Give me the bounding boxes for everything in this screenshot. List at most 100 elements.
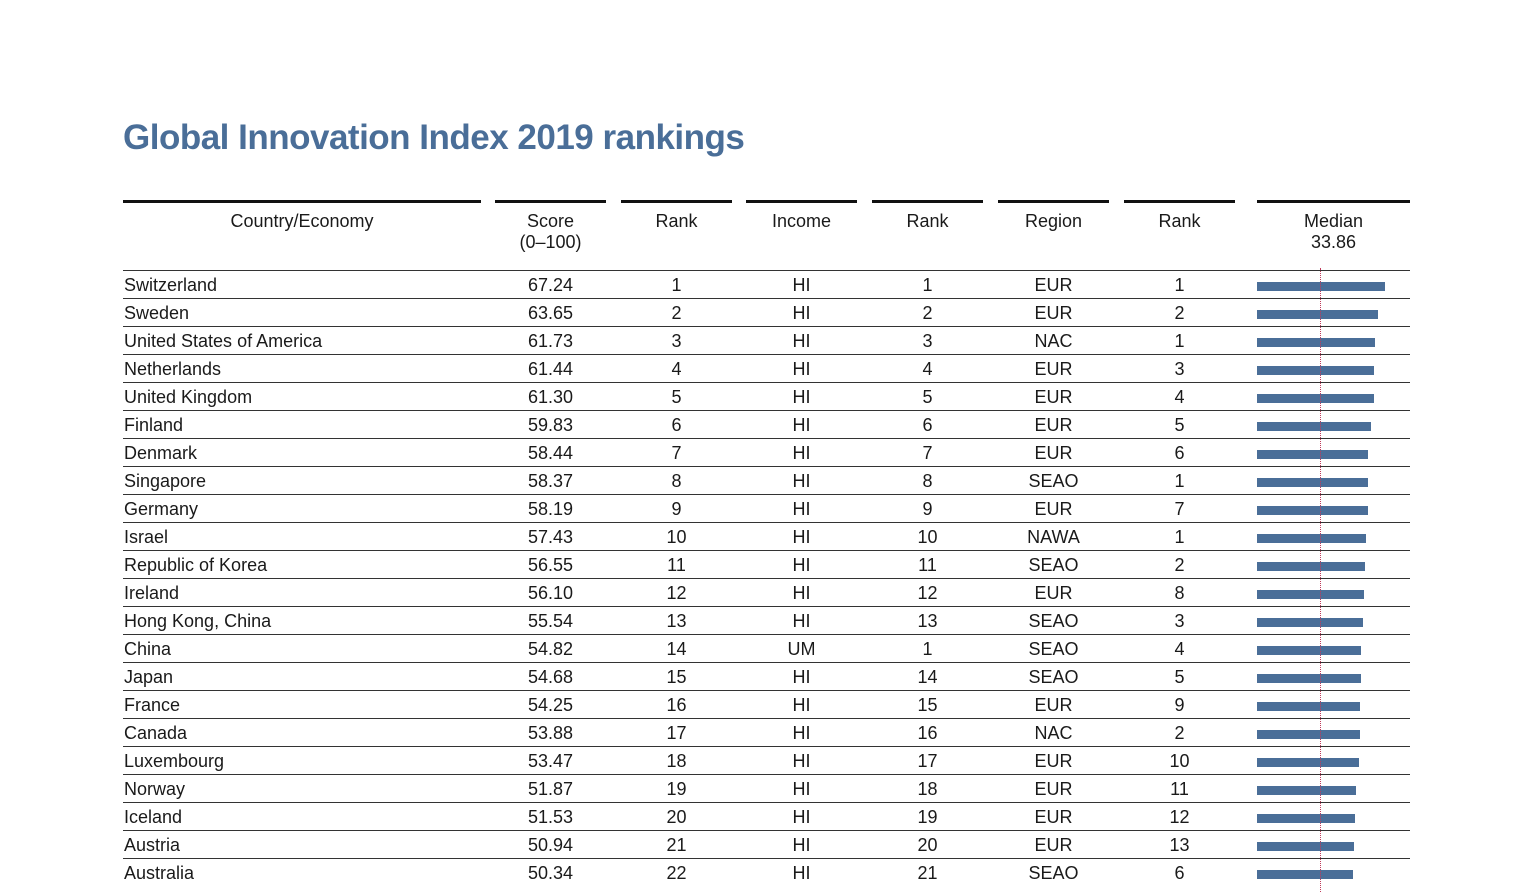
- income-rank-cell: 21: [917, 863, 938, 883]
- country-cell: France: [124, 695, 181, 715]
- country-cell: Ireland: [124, 583, 180, 603]
- country-cell: Sweden: [124, 303, 190, 323]
- income-rank-cell: 9: [922, 499, 933, 519]
- table-row: Australia 50.34 22 HI 21 SEAO 6: [123, 858, 1410, 887]
- region-rank-cell: 2: [1174, 555, 1185, 575]
- table-row: Ireland 56.10 12 HI 12 EUR 8: [123, 578, 1410, 607]
- region-cell: SEAO: [1028, 667, 1079, 687]
- income-cell: HI: [792, 415, 811, 435]
- table-row: France 54.25 16 HI 15 EUR 9: [123, 690, 1410, 719]
- score-cell: 61.73: [527, 331, 574, 351]
- header-rule-score: [495, 200, 606, 203]
- score-cell: 56.10: [527, 583, 574, 603]
- score-bar: [1257, 814, 1355, 823]
- income-rank-cell: 12: [917, 583, 938, 603]
- table-row: United Kingdom 61.30 5 HI 5 EUR 4: [123, 382, 1410, 411]
- score-bar: [1257, 310, 1378, 319]
- header-rank: Rank: [621, 211, 732, 232]
- income-cell: UM: [787, 639, 816, 659]
- region-cell: SEAO: [1028, 555, 1079, 575]
- country-cell: United Kingdom: [124, 387, 253, 407]
- table-row: Sweden 63.65 2 HI 2 EUR 2: [123, 298, 1410, 327]
- region-rank-cell: 5: [1174, 667, 1185, 687]
- score-cell: 61.44: [527, 359, 574, 379]
- score-cell: 59.83: [527, 415, 574, 435]
- country-cell: Germany: [124, 499, 199, 519]
- table-row: Denmark 58.44 7 HI 7 EUR 6: [123, 438, 1410, 467]
- region-rank-cell: 11: [1170, 779, 1189, 799]
- country-cell: Luxembourg: [124, 751, 225, 771]
- rank-cell: 16: [666, 695, 687, 715]
- score-cell: 50.34: [527, 863, 574, 883]
- score-bar: [1257, 478, 1368, 487]
- header-median-value: 33.86: [1310, 232, 1357, 252]
- region-cell: EUR: [1034, 275, 1073, 295]
- region-cell: SEAO: [1028, 611, 1079, 631]
- score-cell: 57.43: [527, 527, 574, 547]
- income-rank-cell: 11: [918, 555, 937, 575]
- table-row: Japan 54.68 15 HI 14 SEAO 5: [123, 662, 1410, 691]
- income-cell: HI: [792, 331, 811, 351]
- header-region-rank-label: Rank: [1158, 211, 1201, 231]
- country-cell: Singapore: [124, 471, 207, 491]
- rank-cell: 6: [671, 415, 682, 435]
- score-cell: 51.87: [527, 779, 574, 799]
- score-bar: [1257, 506, 1368, 515]
- income-rank-cell: 1: [922, 275, 933, 295]
- income-rank-cell: 13: [917, 611, 938, 631]
- score-bar: [1257, 842, 1354, 851]
- table-row: Singapore 58.37 8 HI 8 SEAO 1: [123, 466, 1410, 495]
- header-region-label: Region: [1024, 211, 1083, 231]
- income-cell: HI: [792, 695, 811, 715]
- table-row: Hong Kong, China 55.54 13 HI 13 SEAO 3: [123, 606, 1410, 635]
- rank-cell: 17: [666, 723, 687, 743]
- country-cell: Hong Kong, China: [124, 611, 272, 631]
- region-cell: EUR: [1034, 779, 1073, 799]
- country-cell: Japan: [124, 667, 174, 687]
- income-cell: HI: [792, 499, 811, 519]
- region-cell: SEAO: [1028, 863, 1079, 883]
- region-cell: EUR: [1034, 751, 1073, 771]
- score-bar: [1257, 394, 1374, 403]
- score-bar: [1257, 562, 1365, 571]
- table-row: Finland 59.83 6 HI 6 EUR 5: [123, 410, 1410, 439]
- rank-cell: 8: [671, 471, 682, 491]
- rank-cell: 15: [666, 667, 687, 687]
- score-cell: 53.47: [527, 751, 574, 771]
- score-bar: [1257, 618, 1363, 627]
- header-median-label: Median: [1303, 211, 1364, 231]
- region-cell: SEAO: [1028, 639, 1079, 659]
- median-line: [1320, 268, 1321, 892]
- region-cell: EUR: [1034, 415, 1073, 435]
- income-rank-cell: 1: [922, 639, 933, 659]
- region-cell: EUR: [1034, 359, 1073, 379]
- region-rank-cell: 7: [1174, 499, 1185, 519]
- region-cell: EUR: [1034, 387, 1073, 407]
- country-cell: Canada: [124, 723, 188, 743]
- income-cell: HI: [792, 667, 811, 687]
- table-row: Israel 57.43 10 HI 10 NAWA 1: [123, 522, 1410, 551]
- header-country: Country/Economy: [123, 211, 481, 232]
- income-cell: HI: [792, 611, 811, 631]
- header-score-label: Score: [526, 211, 575, 231]
- header-income-label: Income: [771, 211, 832, 231]
- rank-cell: 19: [666, 779, 687, 799]
- score-bar: [1257, 590, 1364, 599]
- rank-cell: 4: [671, 359, 682, 379]
- income-cell: HI: [792, 863, 811, 883]
- country-cell: Norway: [124, 779, 186, 799]
- income-rank-cell: 3: [922, 331, 933, 351]
- header-rule-income-rank: [872, 200, 983, 203]
- country-cell: Finland: [124, 415, 184, 435]
- income-cell: HI: [792, 723, 811, 743]
- score-bar: [1257, 786, 1356, 795]
- income-rank-cell: 7: [922, 443, 933, 463]
- rank-cell: 21: [666, 835, 687, 855]
- region-rank-cell: 3: [1174, 611, 1185, 631]
- table-row: Austria 50.94 21 HI 20 EUR 13: [123, 830, 1410, 859]
- rank-cell: 20: [666, 807, 687, 827]
- table-row: China 54.82 14 UM 1 SEAO 4: [123, 634, 1410, 663]
- score-bar: [1257, 282, 1385, 291]
- region-rank-cell: 1: [1174, 331, 1185, 351]
- score-cell: 56.55: [527, 555, 574, 575]
